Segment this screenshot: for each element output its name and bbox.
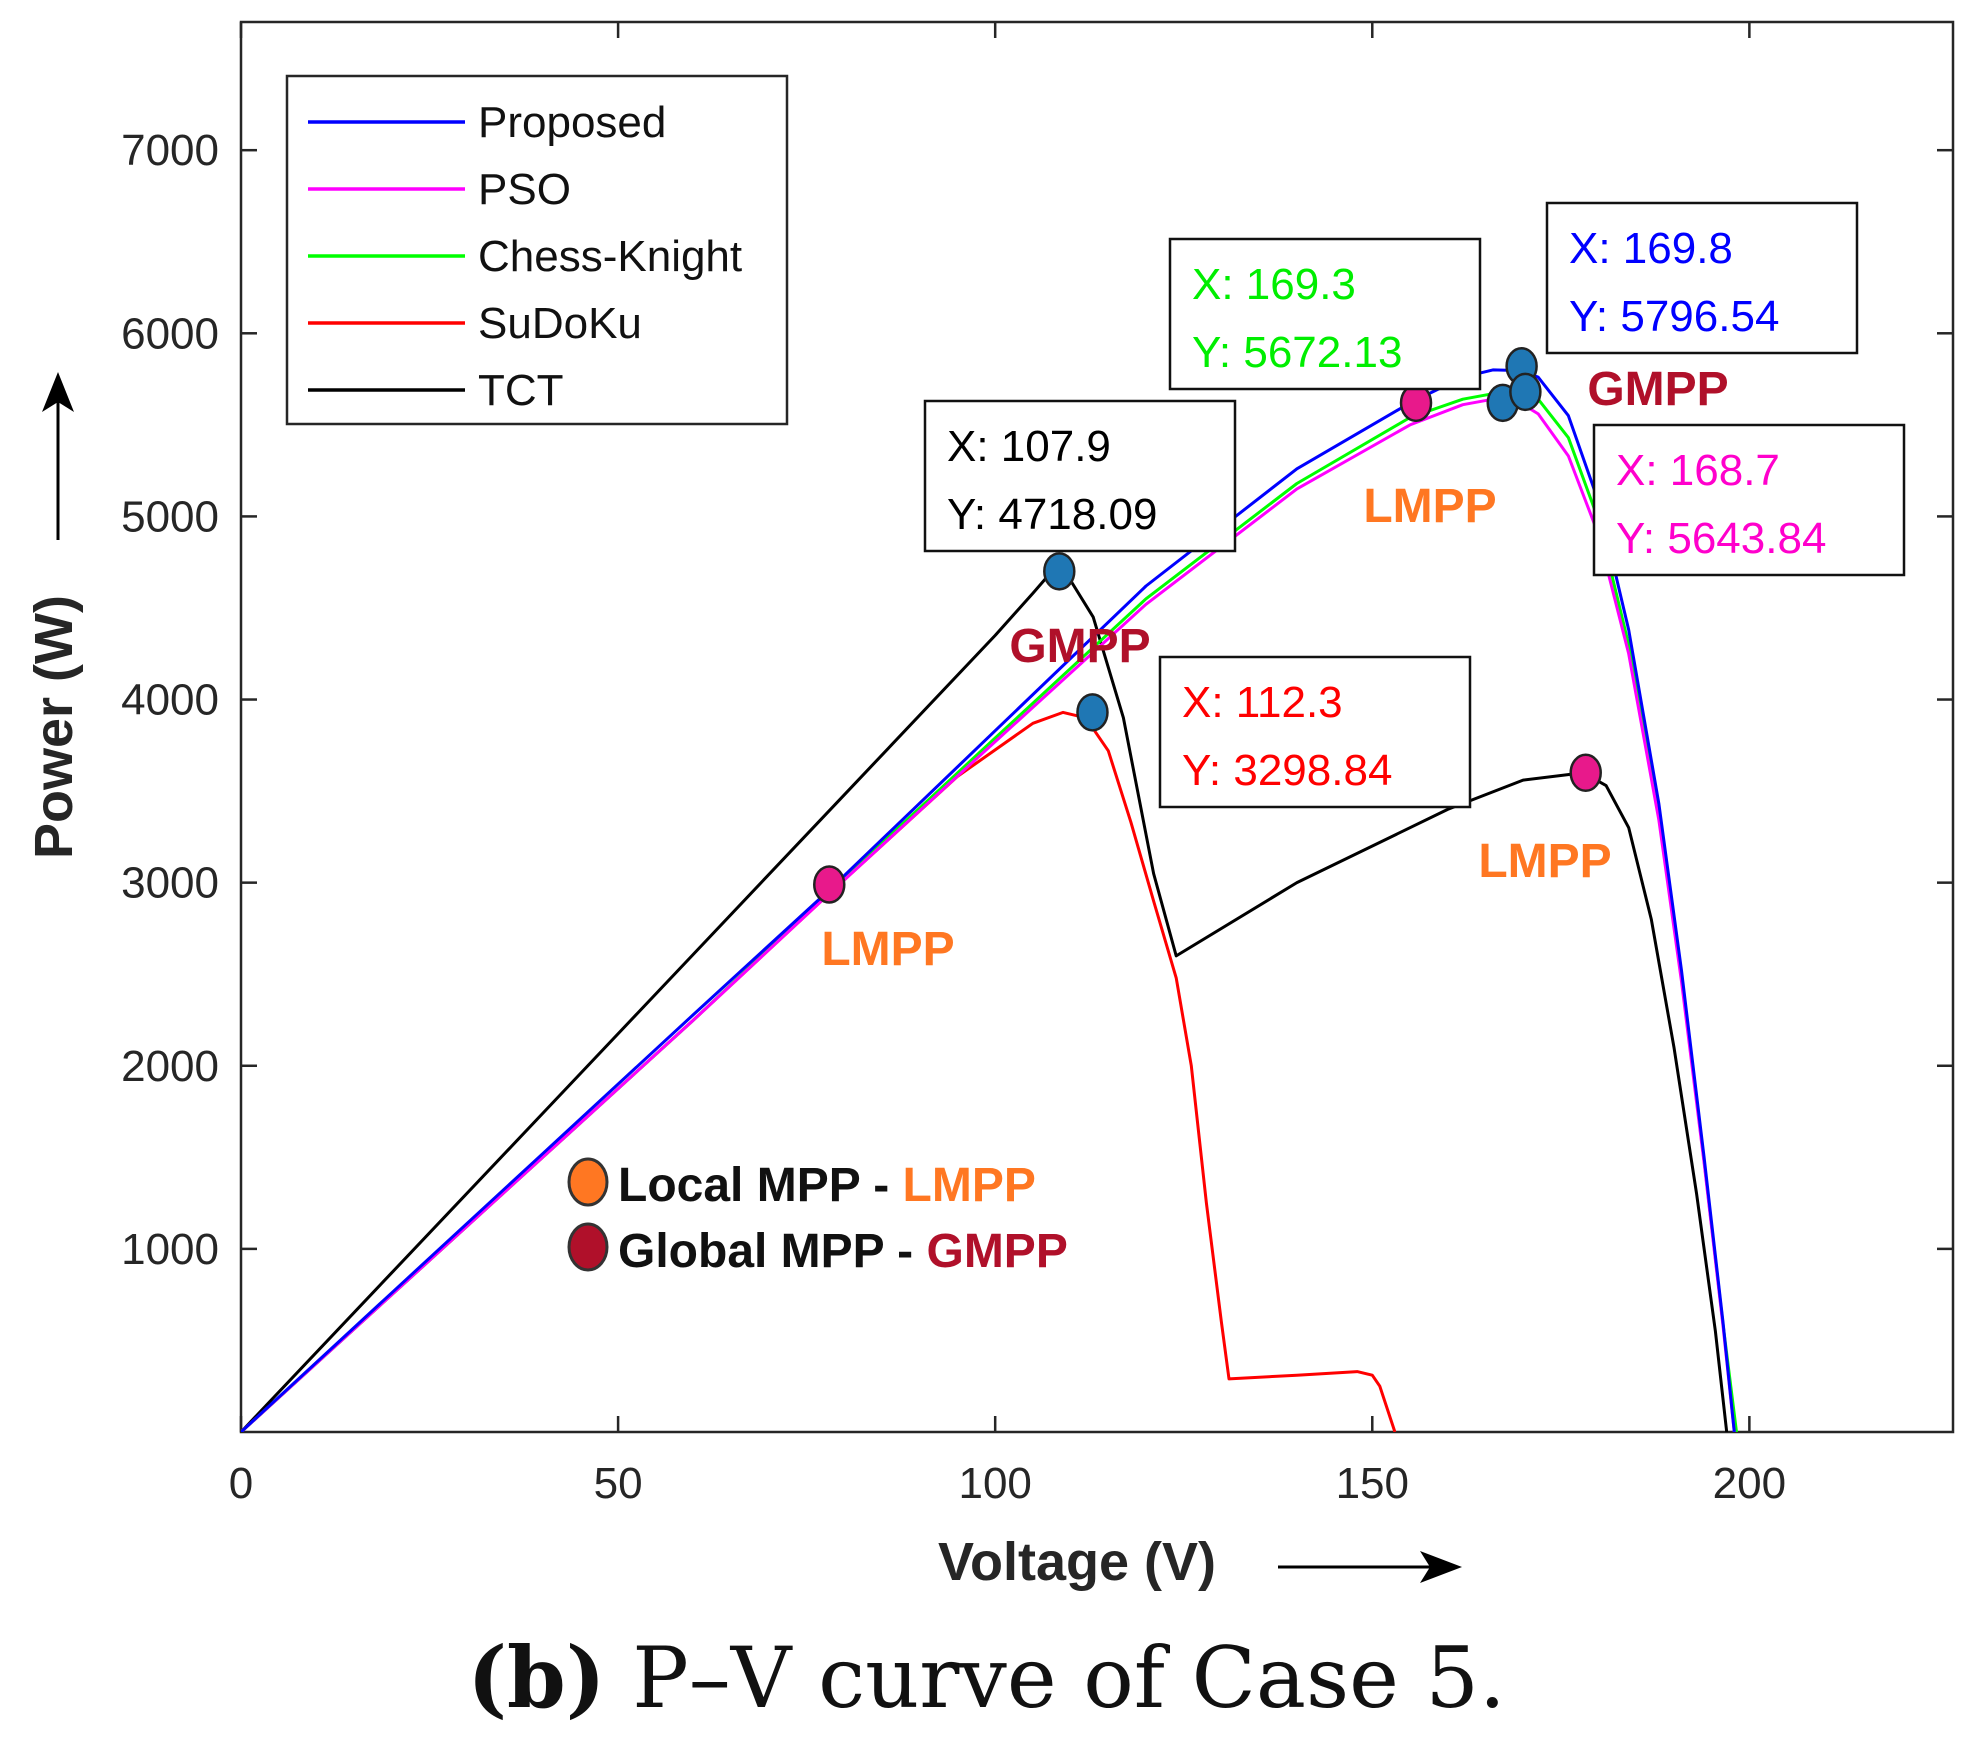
lmpp-marker <box>813 865 846 904</box>
datatip-box <box>923 399 1237 553</box>
datatip-box <box>1158 655 1472 809</box>
caption-label: (b) <box>467 1628 606 1727</box>
annotation-lmpp: LMPP <box>821 923 954 976</box>
x-axis-arrow <box>1278 1551 1462 1583</box>
global-mpp-key-text: Global MPP - GMPP <box>618 1225 1068 1278</box>
y-tick-label: 2000 <box>121 1042 219 1091</box>
y-tick-label: 7000 <box>121 126 219 175</box>
legend-entry: PSO <box>478 165 571 214</box>
datatip-y: Y: 5643.84 <box>1616 514 1826 563</box>
datatip-x: X: 169.3 <box>1192 260 1356 309</box>
mpp-markers <box>813 347 1602 904</box>
global-mpp-key-abbr: GMPP <box>926 1225 1067 1278</box>
data-tips: X: 107.9 Y: 4718.09 X: 169.3 Y: 5672.13 X: 1… <box>923 201 1906 809</box>
legend-entry: TCT <box>478 366 564 415</box>
datatip-box <box>1168 237 1482 391</box>
datatip-x: X: 107.9 <box>947 422 1111 471</box>
y-tick-label: 6000 <box>121 309 219 358</box>
y-axis-label: Power (W) <box>24 595 84 859</box>
legend-entry: SuDoKu <box>478 299 642 348</box>
y-tick-label: 4000 <box>121 676 219 725</box>
datatip-box <box>1545 201 1859 355</box>
mpp-key: Local MPP - LMPP Global MPP - GMPP <box>567 1157 1068 1278</box>
gmpp-marker <box>1043 552 1076 591</box>
x-tick-label: 0 <box>229 1459 253 1508</box>
datatip-y: Y: 5672.13 <box>1192 328 1402 377</box>
y-tick-label: 5000 <box>121 492 219 541</box>
datatip-y: Y: 4718.09 <box>947 490 1157 539</box>
legend-entry: Proposed <box>478 98 666 147</box>
lmpp-marker <box>1569 753 1602 793</box>
local-mpp-marker-icon <box>567 1157 609 1207</box>
annotation-lmpp: LMPP <box>1478 835 1611 888</box>
figure-caption: (b) P–V curve of Case 5. <box>0 1628 1973 1727</box>
datatip-y: Y: 5796.54 <box>1569 292 1779 341</box>
local-mpp-key-text: Local MPP - LMPP <box>618 1159 1036 1212</box>
datatip-y: Y: 3298.84 <box>1182 746 1392 795</box>
gmpp-marker <box>1076 693 1109 732</box>
series-proposed <box>241 368 1736 1432</box>
x-tick-label: 50 <box>594 1459 643 1508</box>
caption-text: P–V curve of Case 5. <box>605 1629 1506 1727</box>
x-axis-label: Voltage (V) <box>938 1532 1216 1592</box>
local-mpp-key-label: Local MPP - <box>618 1159 903 1212</box>
datatip-box <box>1592 423 1906 577</box>
y-axis-arrow <box>42 372 74 540</box>
gmpp-marker <box>1509 372 1542 412</box>
annotation-gmpp: GMPP <box>1009 620 1150 673</box>
datatip-x: X: 169.8 <box>1569 224 1733 273</box>
x-tick-label: 200 <box>1713 1459 1786 1508</box>
datatip-x: X: 168.7 <box>1616 446 1780 495</box>
y-tick-label: 1000 <box>121 1225 219 1274</box>
annotation-gmpp: GMPP <box>1587 363 1728 416</box>
lmpp-marker <box>1399 383 1433 423</box>
annotation-lmpp: LMPP <box>1363 480 1496 533</box>
y-tick-label: 3000 <box>121 859 219 908</box>
local-mpp-key-abbr: LMPP <box>903 1159 1036 1212</box>
series-tct <box>241 566 1729 1432</box>
global-mpp-key-label: Global MPP - <box>618 1225 926 1278</box>
legend-entry: Chess-Knight <box>478 232 742 281</box>
pv-chart: 0 50 100 150 200 1000 2000 3000 4000 5000 6000 7000… <box>24 20 1955 1592</box>
legend: Proposed PSO Chess-Knight SuDoKu TCT <box>285 74 789 426</box>
mpp-annotations: GMPP GMPP LMPP LMPP LMPP <box>821 363 1728 976</box>
x-tick-label: 150 <box>1336 1459 1409 1508</box>
datatip-x: X: 112.3 <box>1182 678 1343 727</box>
x-tick-label: 100 <box>958 1459 1031 1508</box>
axis-ticks: 0 50 100 150 200 1000 2000 3000 4000 5000 6000 7000 <box>121 22 1953 1508</box>
global-mpp-marker-icon <box>567 1222 609 1272</box>
